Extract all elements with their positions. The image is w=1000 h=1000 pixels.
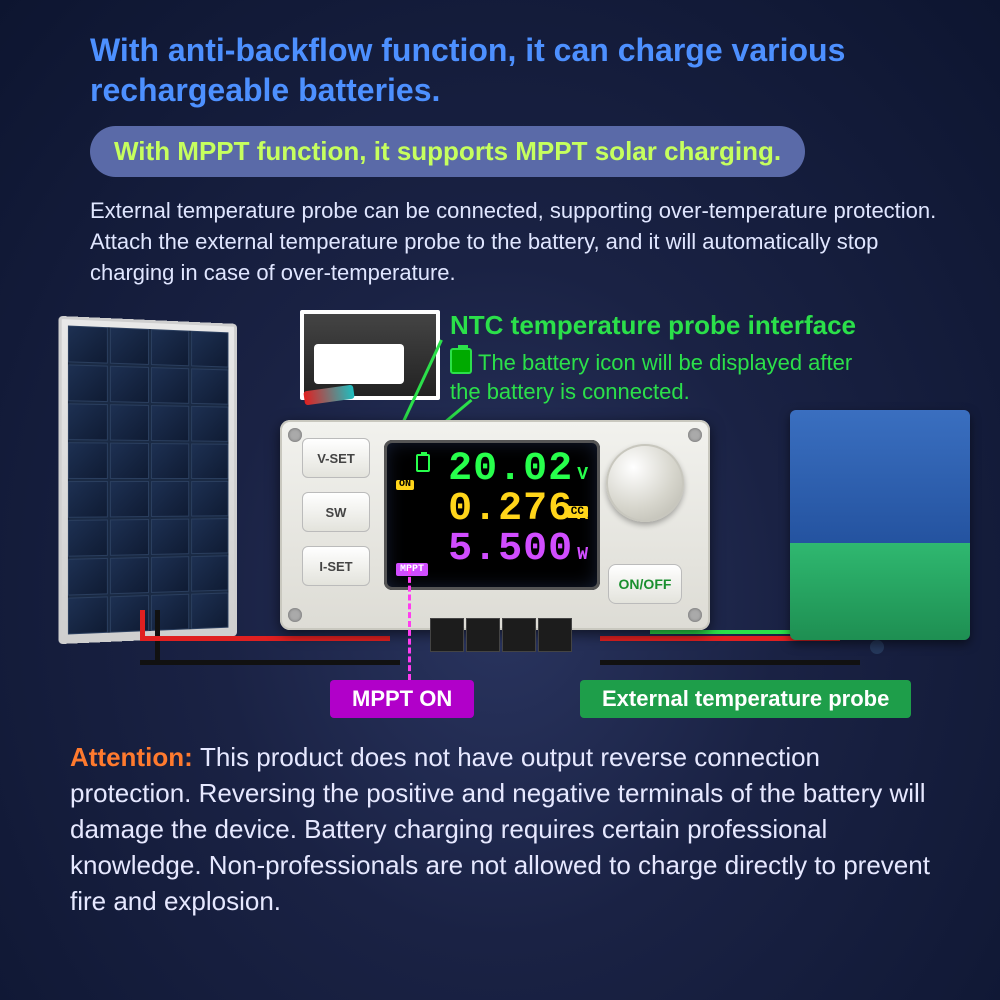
attention-text: Attention: This product does not have ou…	[70, 740, 940, 919]
sw-button[interactable]: SW	[302, 492, 370, 532]
terminal-out-minus[interactable]	[502, 618, 536, 652]
description-text: External temperature probe can be connec…	[90, 196, 950, 288]
rotary-knob[interactable]	[606, 444, 684, 522]
bubble	[870, 640, 884, 654]
lcd-cc-badge: CC	[567, 506, 588, 518]
mppt-on-badge: MPPT ON	[330, 680, 474, 718]
battery-top	[790, 410, 970, 543]
screw	[288, 428, 302, 442]
ext-probe-badge: External temperature probe	[580, 680, 911, 718]
terminal-out-plus[interactable]	[538, 618, 572, 652]
lcd-w-unit: W	[577, 546, 588, 564]
solar-panel	[59, 316, 237, 644]
ntc-title: NTC temperature probe interface	[450, 310, 856, 341]
button-column: V-SET SW I-SET	[302, 438, 370, 586]
ntc-note: The battery icon will be displayed after…	[450, 348, 860, 406]
power-supply-device: V-SET SW I-SET ON20.02V 0.276A CC 5.500W…	[280, 420, 710, 630]
terminal-vin-plus[interactable]	[430, 618, 464, 652]
vset-button[interactable]: V-SET	[302, 438, 370, 478]
iset-button[interactable]: I-SET	[302, 546, 370, 586]
solar-cells	[68, 326, 229, 635]
mppt-pill: With MPPT function, it supports MPPT sol…	[90, 126, 805, 177]
lcd-mppt-badge: MPPT	[396, 563, 428, 576]
lcd-voltage: 20.02	[448, 450, 573, 490]
battery-bottom	[790, 543, 970, 640]
battery-pack	[790, 410, 970, 640]
mppt-leader-line	[408, 568, 411, 680]
screw	[288, 608, 302, 622]
headline: With anti-backflow function, it can char…	[90, 30, 960, 110]
lcd-v-unit: V	[577, 466, 588, 484]
wire-red	[140, 636, 390, 641]
lcd-display: ON20.02V 0.276A CC 5.500W MPPT	[384, 440, 600, 590]
wire-black	[140, 660, 400, 665]
lcd-on-badge: ON	[396, 480, 414, 490]
wire-black	[600, 660, 860, 665]
screw	[688, 428, 702, 442]
screw	[688, 608, 702, 622]
onoff-button[interactable]: ON/OFF	[608, 564, 682, 604]
ntc-note-text: The battery icon will be displayed after…	[450, 350, 852, 404]
attention-label: Attention:	[70, 742, 200, 772]
battery-icon	[450, 348, 472, 374]
lcd-battery-icon	[416, 454, 430, 472]
lcd-power: 5.500	[448, 530, 573, 570]
terminals	[430, 618, 572, 652]
attention-body: This product does not have output revers…	[70, 742, 930, 916]
terminal-vin-minus[interactable]	[466, 618, 500, 652]
lcd-current: 0.276	[448, 490, 573, 530]
